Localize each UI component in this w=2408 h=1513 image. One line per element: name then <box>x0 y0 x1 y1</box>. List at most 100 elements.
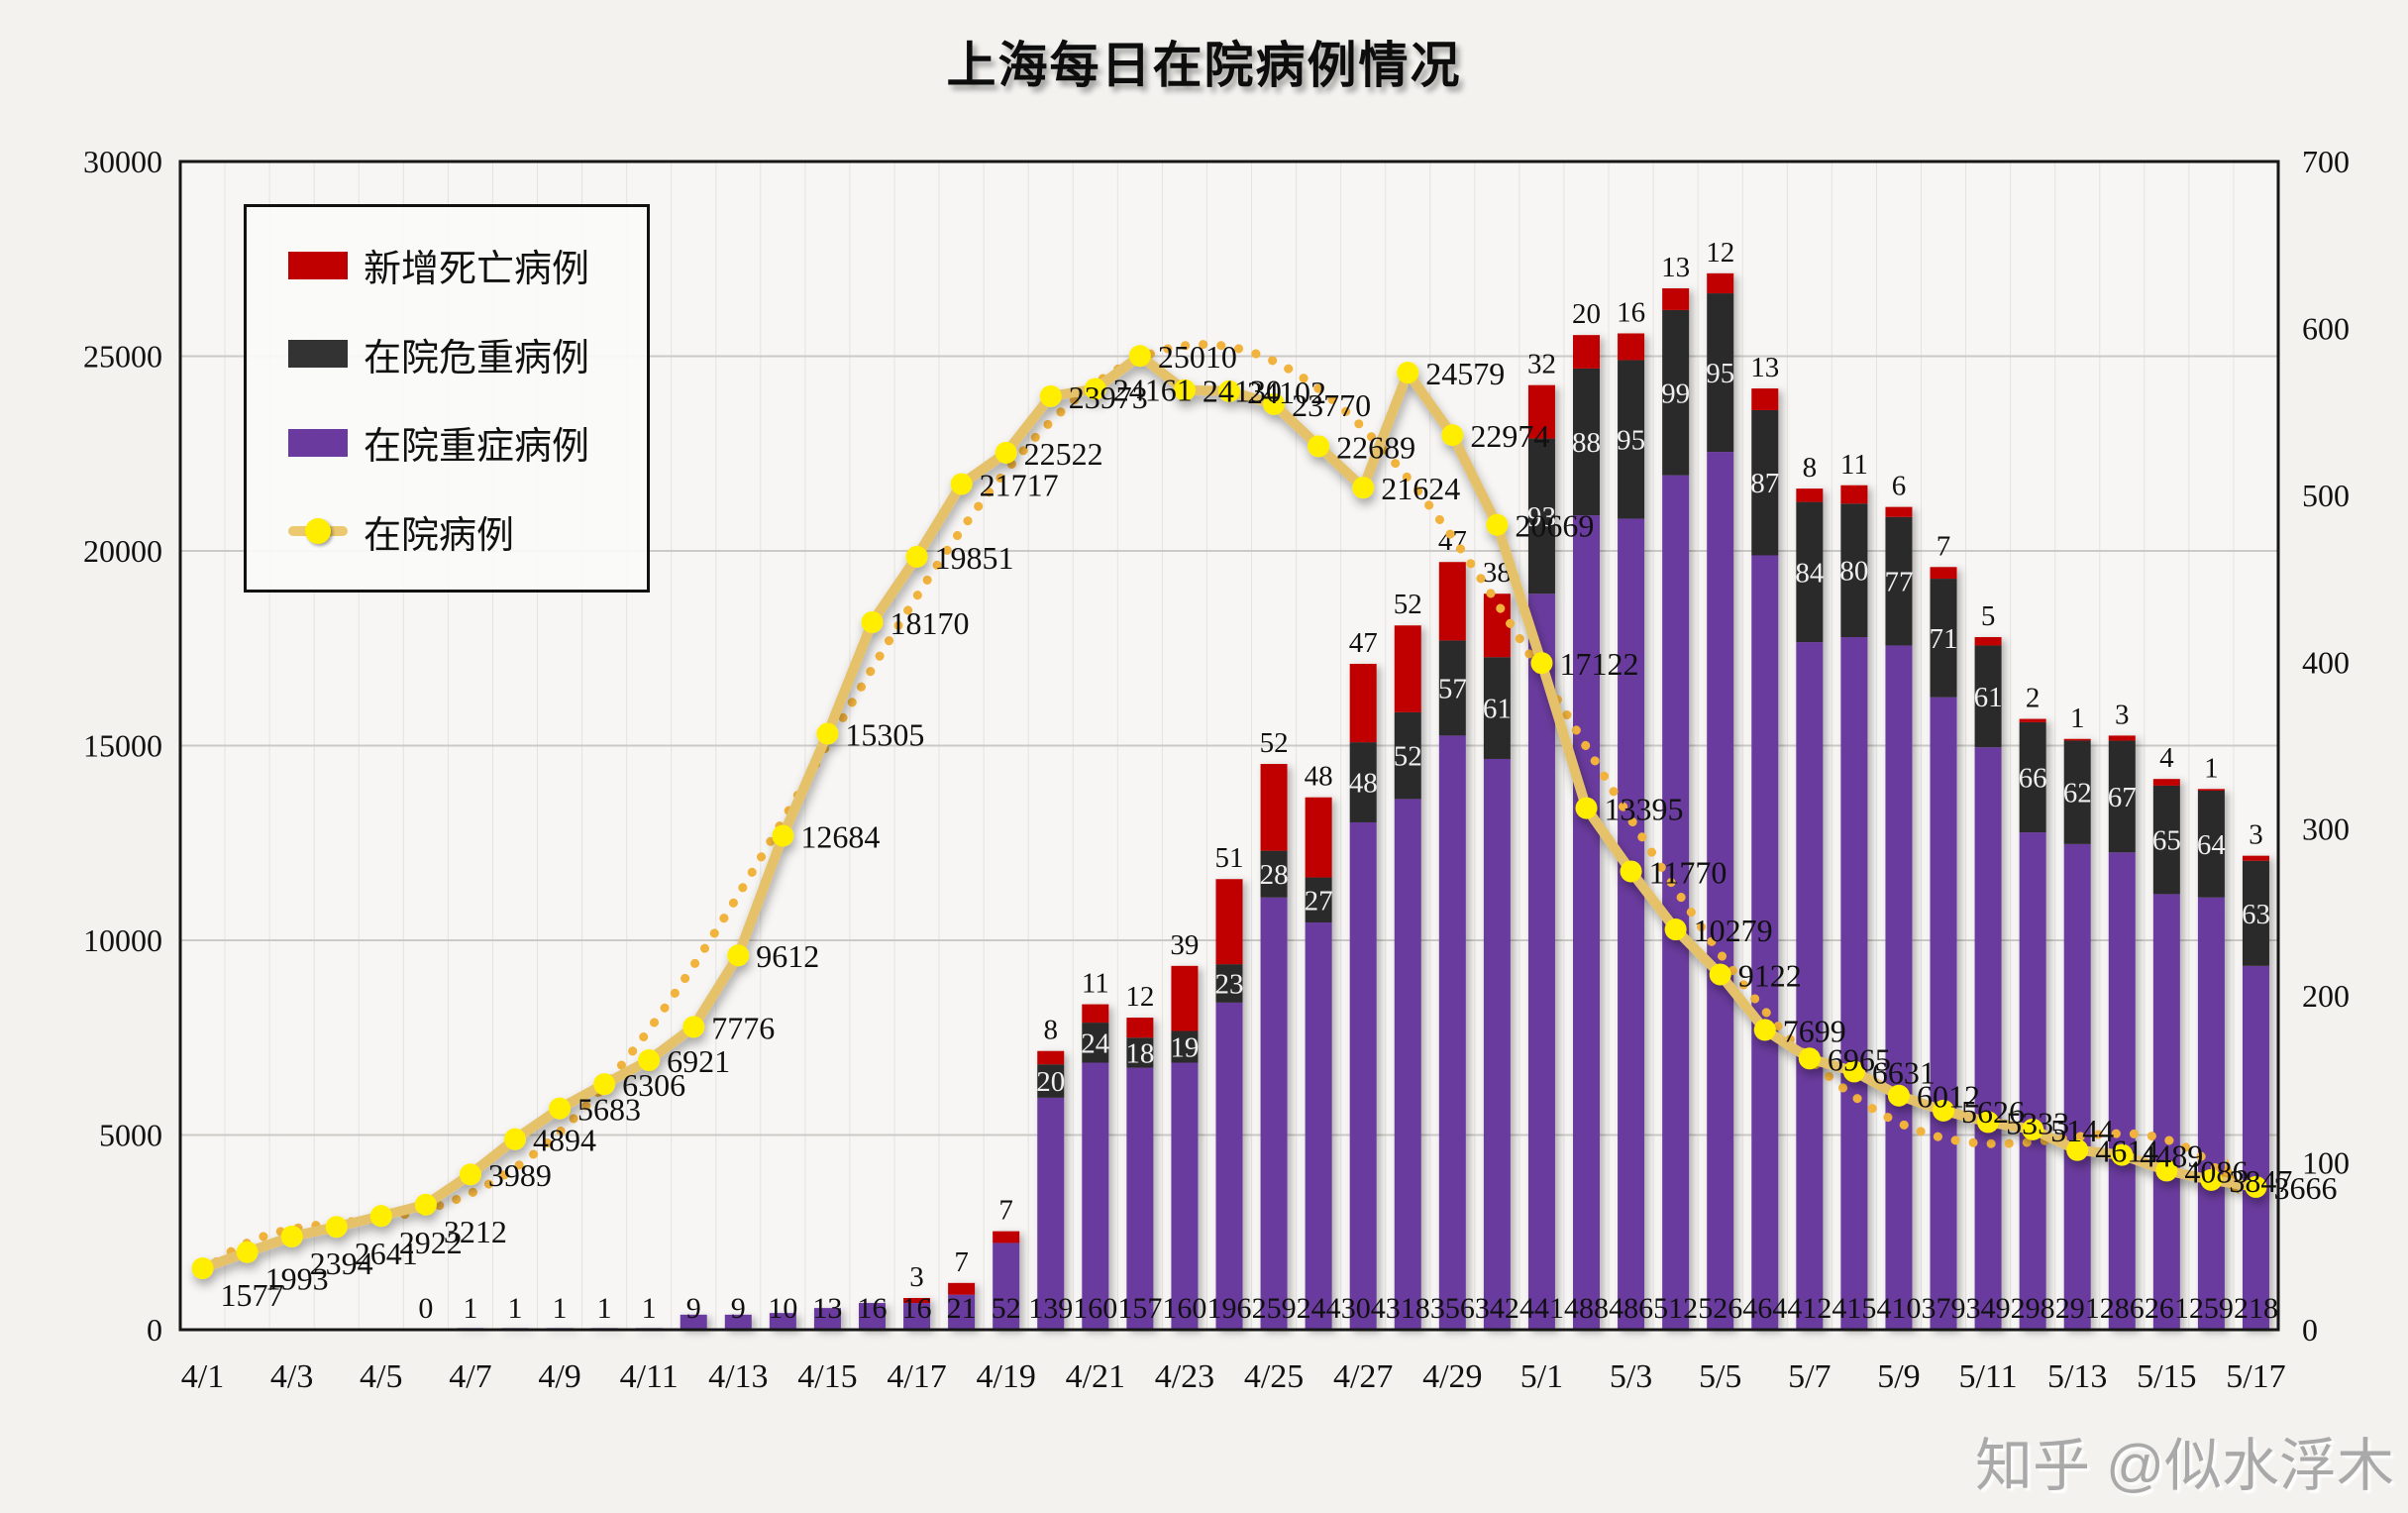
severe-value-label: 259 <box>2189 1292 2234 1325</box>
severe-value-label: 261 <box>2145 1292 2189 1325</box>
right-axis-tick-label: 200 <box>2302 978 2350 1014</box>
legend-item-severe: 在院重症病例 <box>288 415 647 470</box>
line-marker <box>1620 860 1642 883</box>
inpatient-value-label: 22974 <box>1470 418 1549 454</box>
inpatient-value-label: 20669 <box>1515 508 1594 544</box>
bar-segment-severe <box>1082 1062 1109 1330</box>
deaths-value-label: 12 <box>1706 237 1734 269</box>
bar-segment-severe <box>993 1243 1020 1330</box>
line-marker <box>280 1225 303 1247</box>
severe-value-label: 52 <box>992 1292 1021 1325</box>
bar-segment-critical <box>2242 860 2269 966</box>
critical-value-label: 28 <box>1260 859 1289 891</box>
inpatient-value-label: 6965 <box>1828 1041 1891 1077</box>
inpatient-value-label: 7699 <box>1783 1013 1846 1048</box>
inpatient-value-label: 6306 <box>622 1067 685 1103</box>
bar-segment-critical <box>1751 409 1779 556</box>
severe-value-label: 244 <box>1297 1292 1341 1325</box>
inpatient-value-label: 10279 <box>1694 913 1773 948</box>
severe-value-label: 412 <box>1787 1292 1832 1325</box>
critical-value-label: 52 <box>1394 741 1422 773</box>
line-marker <box>2245 1175 2267 1198</box>
severe-value-label: 486 <box>1609 1292 1653 1325</box>
bar-segment-severe <box>1751 555 1779 1330</box>
x-axis-tick-label: 4/3 <box>270 1358 313 1395</box>
line-marker <box>236 1241 259 1263</box>
line-marker <box>2111 1143 2134 1166</box>
bar-segment-deaths <box>1082 1004 1109 1024</box>
line-marker <box>1977 1111 2000 1134</box>
severe-value-label: 441 <box>1519 1292 1564 1325</box>
severe-value-label: 21 <box>947 1292 977 1325</box>
left-axis-tick-label: 25000 <box>83 339 162 375</box>
bar-segment-critical <box>1930 579 1957 698</box>
x-axis-tick-label: 5/3 <box>1610 1358 1652 1395</box>
severe-value-label: 160 <box>1162 1292 1206 1325</box>
critical-value-label: 57 <box>1438 673 1467 704</box>
inpatient-value-label: 6012 <box>1917 1079 1980 1115</box>
line-marker <box>593 1073 616 1096</box>
severe-value-label: 356 <box>1430 1292 1475 1325</box>
line-marker <box>1128 345 1151 368</box>
bar-segment-critical <box>1885 516 1913 646</box>
right-axis-tick-label: 400 <box>2302 644 2350 680</box>
bar-segment-deaths <box>1438 562 1466 641</box>
severe-value-label: 16 <box>857 1292 887 1325</box>
bar-segment-deaths <box>1527 384 1555 439</box>
line-marker <box>1263 392 1286 415</box>
bar-segment-severe <box>858 1303 886 1330</box>
inpatient-value-label: 2394 <box>310 1245 373 1281</box>
line-labels-layer: 1577199323942641292232123989489456836306… <box>221 339 2338 1313</box>
bars-layer <box>457 272 2269 1331</box>
critical-value-label: 71 <box>1930 623 1958 655</box>
deaths-value-label: 48 <box>1305 761 1333 793</box>
line-marker <box>414 1193 437 1216</box>
critical-value-label: 19 <box>1170 1032 1199 1064</box>
deaths-value-label: 39 <box>1170 929 1199 961</box>
deaths-value-label: 7 <box>1937 530 1951 562</box>
deaths-value-label: 11 <box>1840 449 1868 481</box>
inpatient-value-label: 4086 <box>2184 1153 2248 1189</box>
inpatient-value-label: 23770 <box>1292 387 1371 423</box>
left-axis-tick-label: 10000 <box>83 922 162 958</box>
critical-value-label: 93 <box>1527 501 1556 533</box>
line-marker <box>369 1205 392 1228</box>
bar-segment-severe <box>2019 832 2046 1330</box>
severe-value-label: 304 <box>1341 1292 1386 1325</box>
deaths-value-label: 16 <box>1617 296 1645 328</box>
bar-segment-critical <box>1707 293 1734 453</box>
deaths-value-label: 8 <box>1803 452 1818 484</box>
bar-segment-severe <box>1260 897 1288 1330</box>
severe-value-label: 9 <box>731 1292 746 1325</box>
line-marker <box>1218 379 1240 402</box>
deaths-value-label: 47 <box>1349 627 1378 659</box>
line-marker <box>1084 378 1106 400</box>
critical-value-label: 66 <box>2019 763 2047 795</box>
axis-ticks: 0500010000150002000025000300000100200300… <box>83 144 2350 1395</box>
severe-value-label: 526 <box>1698 1292 1742 1325</box>
line-marker <box>549 1097 572 1120</box>
right-axis-tick-label: 500 <box>2302 478 2350 513</box>
bar-segment-critical <box>1974 645 2002 748</box>
x-axis-tick-label: 4/17 <box>887 1358 946 1395</box>
bar-segment-severe <box>2063 843 2091 1330</box>
bar-segment-severe <box>2108 852 2136 1330</box>
inpatient-value-label: 24102 <box>1247 375 1326 410</box>
bar-segment-severe <box>1840 637 1868 1330</box>
x-axis-tick-label: 4/23 <box>1155 1358 1214 1395</box>
left-axis-tick-label: 20000 <box>83 533 162 569</box>
deaths-value-label: 4 <box>2159 742 2174 774</box>
bar-segment-severe <box>1573 515 1601 1330</box>
critical-value-label: 87 <box>1750 468 1779 499</box>
critical-value-label: 62 <box>2063 778 2092 810</box>
severe-value-label: 16 <box>902 1292 932 1325</box>
bar-segment-critical <box>1349 742 1377 822</box>
left-axis-tick-label: 5000 <box>99 1118 162 1153</box>
deaths-value-label: 51 <box>1215 842 1244 874</box>
bar-segment-critical <box>1305 877 1332 923</box>
inpatient-line-swatch-icon <box>288 518 348 545</box>
severe-value-label: 286 <box>2100 1292 2145 1325</box>
line-marker <box>1933 1099 1955 1122</box>
severe-value-label: 349 <box>1966 1292 2011 1325</box>
severe-value-label: 160 <box>1073 1292 1117 1325</box>
